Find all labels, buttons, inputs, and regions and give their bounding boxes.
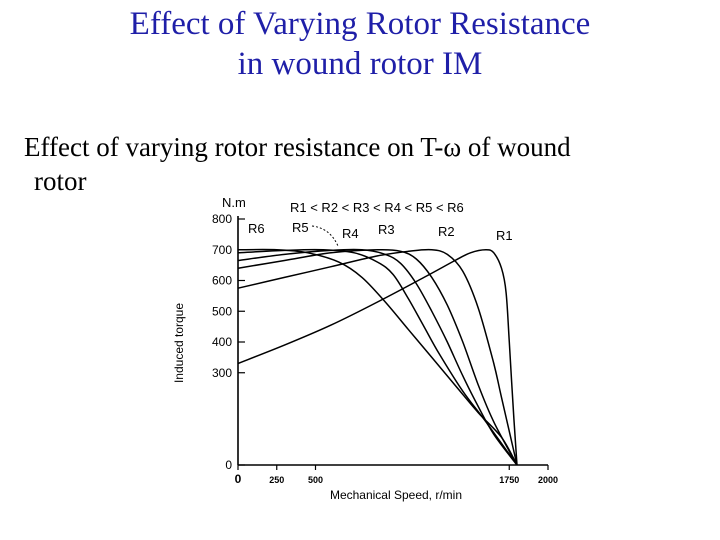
series-label-r5: R5 [292, 220, 309, 235]
x-tick-label: 500 [308, 475, 323, 485]
series-label-r4: R4 [342, 226, 359, 241]
chart-title: R1 < R2 < R3 < R4 < R5 < R6 [290, 200, 464, 215]
series-line-r2 [237, 248, 518, 466]
y-unit-label: N.m [222, 195, 246, 210]
x-tick-label: 250 [269, 475, 284, 485]
y-tick-label: 400 [212, 335, 232, 349]
series-line-r1 [237, 249, 518, 466]
series-label-r1: R1 [496, 228, 513, 243]
y-tick-label: 500 [212, 304, 232, 318]
slide-body-text: Effect of varying rotor resistance on T-… [24, 130, 714, 198]
chart-labels: 0 300 400 500 600 700 800 0 250 500 1750 2000 R1 R2 R3… [172, 195, 558, 502]
y-tick-label: 600 [212, 274, 232, 288]
slide-body-line1: Effect of varying rotor resistance on T-… [24, 132, 571, 162]
y-tick-label: 700 [212, 243, 232, 257]
slide-body-line2: rotor [34, 166, 87, 196]
slide-title-line1: Effect of Varying Rotor Resistance [129, 6, 591, 42]
r5-leader-line [311, 225, 339, 247]
x-tick-label: 0 [235, 472, 242, 486]
series-label-r3: R3 [378, 222, 395, 237]
y-tick-label: 0 [225, 458, 232, 472]
series-line-r4 [237, 248, 518, 466]
chart-axes [237, 216, 549, 470]
x-tick-label: 1750 [499, 475, 519, 485]
y-axis-label: Induced torque [172, 303, 186, 383]
series-label-r2: R2 [438, 224, 455, 239]
series-label-r6: R6 [248, 221, 265, 236]
y-tick-label: 300 [212, 366, 232, 380]
series-line-r5 [237, 248, 518, 466]
slide-title: Effect of Varying Rotor Resistance in wo… [0, 4, 720, 84]
slide-title-line2: in wound rotor IM [237, 46, 483, 82]
chart-curves [237, 248, 518, 466]
x-axis-label: Mechanical Speed, r/min [330, 488, 462, 502]
x-tick-label: 2000 [538, 475, 558, 485]
y-tick-label: 800 [212, 212, 232, 226]
series-line-r6 [237, 248, 518, 466]
series-line-r3 [237, 248, 518, 466]
